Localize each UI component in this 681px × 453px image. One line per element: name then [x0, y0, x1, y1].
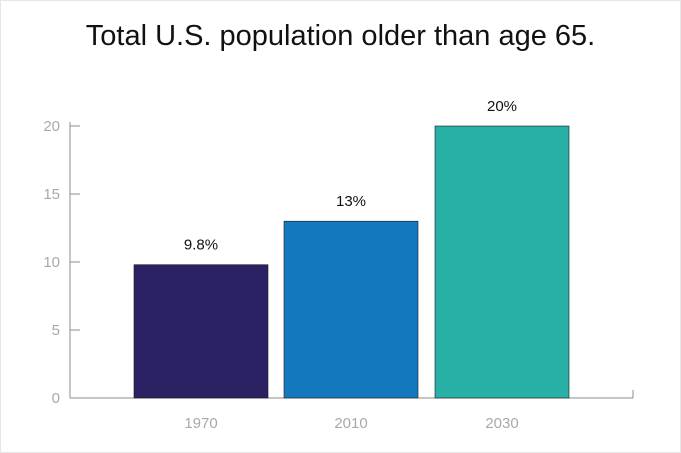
bar: [283, 220, 419, 399]
x-ticks: 1970 2010 2030: [184, 415, 518, 432]
bars: [133, 125, 570, 399]
data-label: 9.8%: [184, 237, 218, 254]
bar: [133, 264, 269, 399]
x-tick-label: 2010: [334, 415, 367, 432]
y-tick-label: 5: [52, 322, 60, 339]
y-tick-label: 20: [43, 118, 60, 135]
y-ticks: 0 5 10 15 20: [43, 118, 80, 407]
y-tick-label: 10: [43, 254, 60, 271]
y-tick-label: 15: [43, 186, 60, 203]
data-label: 13%: [336, 193, 366, 210]
chart-title: Total U.S. population older than age 65.: [85, 20, 596, 52]
x-tick-label: 1970: [184, 415, 217, 432]
x-tick-label: 2030: [485, 415, 518, 432]
bar: [434, 125, 570, 399]
y-tick-label: 0: [52, 390, 60, 407]
data-labels: 9.8% 13% 20%: [184, 98, 517, 254]
data-label: 20%: [487, 98, 517, 115]
